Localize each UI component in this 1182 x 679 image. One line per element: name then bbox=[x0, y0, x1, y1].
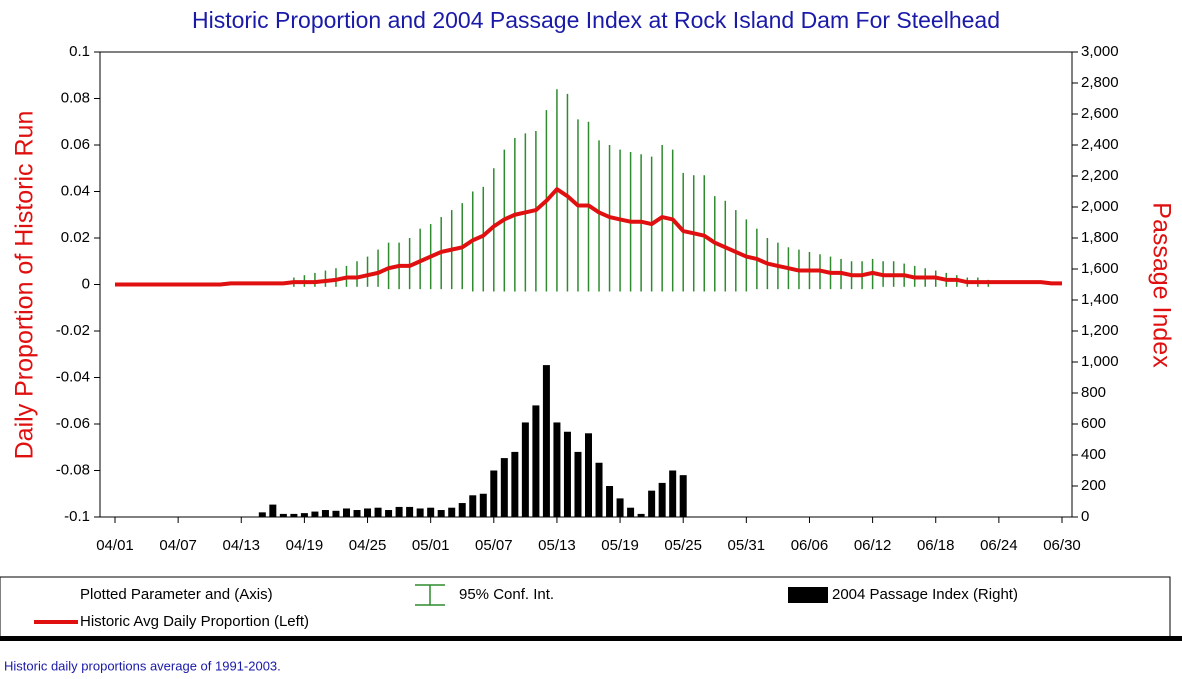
y2-tick-label: 1,400 bbox=[1081, 291, 1119, 308]
y-tick-label: 0 bbox=[82, 275, 90, 292]
bar bbox=[679, 475, 687, 517]
bar bbox=[500, 458, 508, 517]
bar bbox=[479, 493, 487, 517]
y-tick-label: 0.06 bbox=[61, 136, 90, 153]
bar bbox=[416, 508, 424, 517]
x-tick-label: 06/18 bbox=[917, 537, 955, 554]
y2-tick-label: 600 bbox=[1081, 415, 1106, 432]
bar bbox=[521, 422, 529, 517]
bar bbox=[648, 490, 656, 517]
bar bbox=[364, 508, 372, 517]
y2-tick-label: 1,800 bbox=[1081, 229, 1119, 246]
line bbox=[115, 187, 1062, 287]
y2-tick-label: 400 bbox=[1081, 446, 1106, 463]
x-tick-label: 05/25 bbox=[664, 537, 702, 554]
y-tick-label: -0.04 bbox=[56, 368, 90, 385]
bar bbox=[332, 510, 340, 517]
bar bbox=[458, 503, 466, 517]
y-tick-label: 0.08 bbox=[61, 89, 90, 106]
y2-tick-label: 2,200 bbox=[1081, 167, 1119, 184]
y2-tick-label: 2,600 bbox=[1081, 105, 1119, 122]
y-tick-label: 0.04 bbox=[61, 182, 90, 199]
bar bbox=[616, 498, 624, 517]
bar bbox=[395, 506, 403, 517]
bar bbox=[279, 513, 287, 517]
x-tick-label: 06/30 bbox=[1043, 537, 1081, 554]
legend-shadow bbox=[0, 636, 1182, 641]
bar bbox=[311, 511, 319, 517]
y2-tick-label: 2,800 bbox=[1081, 74, 1119, 91]
bar bbox=[511, 451, 519, 517]
bar bbox=[669, 470, 677, 517]
bar bbox=[437, 510, 445, 517]
bar bbox=[448, 507, 456, 517]
bar bbox=[353, 510, 361, 517]
bar bbox=[563, 431, 571, 517]
bar bbox=[374, 507, 382, 517]
bar bbox=[553, 422, 561, 517]
x-tick-label: 05/13 bbox=[538, 537, 576, 554]
bar bbox=[627, 507, 635, 517]
y2-tick-label: 1,000 bbox=[1081, 353, 1119, 370]
x-tick-label: 06/12 bbox=[854, 537, 892, 554]
bar bbox=[269, 504, 277, 517]
bar bbox=[532, 405, 540, 517]
x-tick-label: 06/06 bbox=[791, 537, 829, 554]
y-tick-label: 0.02 bbox=[61, 229, 90, 246]
chart-title: Historic Proportion and 2004 Passage Ind… bbox=[192, 7, 1000, 33]
x-tick-label: 05/19 bbox=[601, 537, 639, 554]
y2-tick-label: 0 bbox=[1081, 508, 1089, 525]
bar bbox=[490, 470, 498, 517]
x-tick-label: 05/01 bbox=[412, 537, 450, 554]
x-tick-label: 04/13 bbox=[222, 537, 260, 554]
y2-axis-title: Passage Index bbox=[1147, 202, 1175, 368]
x-tick-label: 04/25 bbox=[349, 537, 387, 554]
legend-label: 2004 Passage Index (Right) bbox=[832, 586, 1018, 603]
bar bbox=[606, 486, 614, 517]
y2-tick-label: 2,400 bbox=[1081, 136, 1119, 153]
legend-swatch bbox=[788, 587, 828, 603]
y-tick-label: -0.08 bbox=[56, 461, 90, 478]
bar bbox=[427, 507, 435, 517]
bar bbox=[542, 365, 550, 517]
y-tick-label: -0.06 bbox=[56, 415, 90, 432]
bar bbox=[585, 433, 592, 517]
bar bbox=[342, 508, 350, 517]
y-tick-label: -0.02 bbox=[56, 322, 90, 339]
y2-tick-label: 200 bbox=[1081, 477, 1106, 494]
x-tick-label: 04/19 bbox=[286, 537, 324, 554]
bar bbox=[658, 482, 666, 517]
y2-tick-label: 1,200 bbox=[1081, 322, 1119, 339]
y-tick-label: 0.1 bbox=[69, 43, 90, 60]
bar bbox=[258, 512, 266, 517]
bar bbox=[290, 513, 298, 517]
legend-title: Plotted Parameter and (Axis) bbox=[80, 586, 273, 603]
bar bbox=[574, 451, 582, 517]
x-tick-label: 06/24 bbox=[980, 537, 1018, 554]
bar bbox=[637, 513, 645, 517]
y2-tick-label: 3,000 bbox=[1081, 43, 1119, 60]
legend-label: 95% Conf. Int. bbox=[459, 586, 554, 603]
x-tick-label: 05/07 bbox=[475, 537, 513, 554]
y-tick-label: -0.1 bbox=[64, 508, 90, 525]
footnote: Historic daily proportions average of 19… bbox=[4, 658, 281, 673]
legend-label: Historic Avg Daily Proportion (Left) bbox=[80, 613, 309, 630]
x-tick-label: 04/07 bbox=[159, 537, 197, 554]
bar bbox=[300, 513, 308, 517]
bar bbox=[469, 495, 477, 517]
bar bbox=[406, 506, 414, 517]
bar bbox=[321, 510, 329, 517]
x-tick-label: 04/01 bbox=[96, 537, 134, 554]
y-axis-title: Daily Proportion of Historic Run bbox=[11, 111, 39, 460]
x-tick-label: 05/31 bbox=[728, 537, 766, 554]
y2-tick-label: 1,600 bbox=[1081, 260, 1119, 277]
bar bbox=[595, 462, 603, 517]
y2-tick-label: 800 bbox=[1081, 384, 1106, 401]
y2-tick-label: 2,000 bbox=[1081, 198, 1119, 215]
bar bbox=[385, 510, 393, 517]
